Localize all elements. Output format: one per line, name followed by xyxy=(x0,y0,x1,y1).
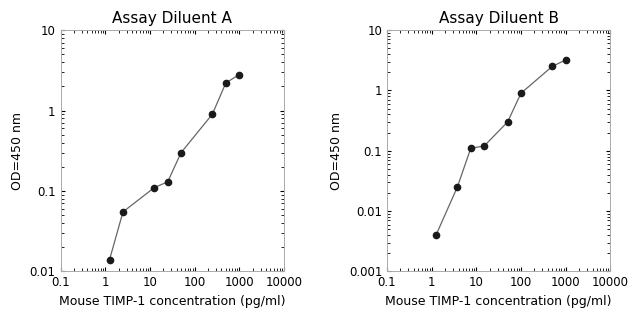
X-axis label: Mouse TIMP-1 concentration (pg/ml): Mouse TIMP-1 concentration (pg/ml) xyxy=(385,295,612,308)
Title: Assay Diluent B: Assay Diluent B xyxy=(438,11,559,26)
Y-axis label: OD=450 nm: OD=450 nm xyxy=(330,112,343,190)
X-axis label: Mouse TIMP-1 concentration (pg/ml): Mouse TIMP-1 concentration (pg/ml) xyxy=(59,295,285,308)
Title: Assay Diluent A: Assay Diluent A xyxy=(112,11,232,26)
Y-axis label: OD=450 nm: OD=450 nm xyxy=(11,112,24,190)
